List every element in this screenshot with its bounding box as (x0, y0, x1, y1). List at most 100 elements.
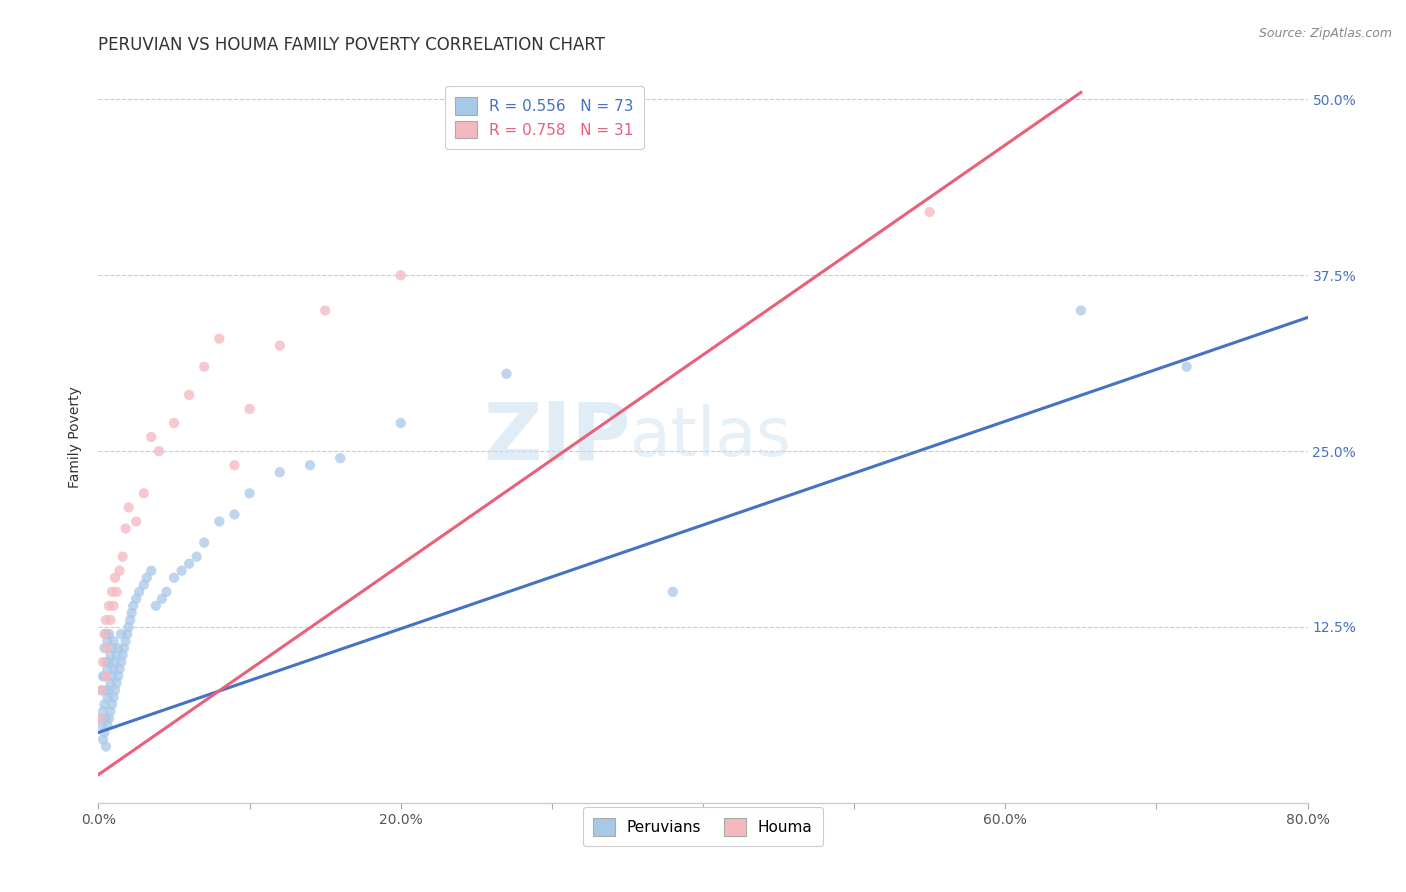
Point (132, 578, 155, 592)
Point (104, 655, 127, 669)
Point (661, 584, 683, 599)
Point (94, 683, 117, 698)
Point (93, 698, 115, 712)
Point (120, 613, 142, 627)
Point (96, 634, 118, 648)
Point (91, 655, 114, 669)
Point (105, 584, 128, 599)
Point (93, 627, 115, 641)
Point (96, 641, 118, 656)
Point (121, 606, 143, 620)
Point (98, 655, 121, 669)
Point (239, 401, 262, 416)
Point (208, 332, 231, 346)
Point (150, 591, 173, 606)
Point (179, 557, 201, 571)
Point (98, 711, 121, 725)
Point (103, 599, 125, 613)
Point (170, 564, 193, 578)
Point (91, 705, 114, 719)
Point (94, 669, 117, 683)
Point (98, 599, 121, 613)
Point (163, 571, 186, 585)
Point (110, 627, 132, 641)
Point (155, 584, 177, 599)
Point (141, 430, 163, 444)
Point (108, 564, 131, 578)
Point (1175, 359, 1198, 374)
Point (103, 662, 125, 676)
Point (100, 705, 122, 719)
Point (110, 655, 132, 669)
Point (118, 500, 141, 515)
Point (94, 627, 117, 641)
Point (104, 683, 127, 698)
Point (239, 486, 262, 500)
Point (107, 641, 129, 656)
Point (100, 648, 122, 662)
Point (94, 739, 117, 754)
Point (112, 641, 135, 656)
Point (125, 515, 148, 529)
Point (94, 655, 117, 669)
Point (193, 535, 215, 549)
Point (111, 549, 134, 564)
Point (193, 359, 215, 374)
Point (495, 367, 517, 381)
Point (107, 669, 129, 683)
Point (1070, 303, 1092, 318)
Point (104, 571, 127, 585)
Text: ZIP: ZIP (484, 398, 630, 476)
Point (98, 627, 121, 641)
Point (125, 591, 148, 606)
Point (101, 669, 124, 683)
Point (118, 620, 141, 634)
Point (103, 690, 125, 705)
Point (269, 465, 291, 479)
Point (93, 641, 115, 656)
Point (135, 571, 157, 585)
Point (105, 648, 128, 662)
Point (91, 732, 114, 747)
Point (90, 683, 112, 698)
Point (96, 690, 118, 705)
Point (100, 676, 122, 690)
Point (122, 599, 145, 613)
Legend: Peruvians, Houma: Peruvians, Houma (582, 807, 824, 847)
Point (208, 515, 231, 529)
Point (96, 662, 118, 676)
Point (89, 711, 111, 725)
Point (101, 698, 124, 712)
Point (94, 711, 117, 725)
Point (96, 718, 118, 732)
Y-axis label: Family Poverty: Family Poverty (69, 386, 83, 488)
Point (103, 634, 125, 648)
Point (132, 486, 155, 500)
Point (105, 676, 128, 690)
Point (94, 613, 117, 627)
Point (141, 564, 163, 578)
Text: PERUVIAN VS HOUMA FAMILY POVERTY CORRELATION CHART: PERUVIAN VS HOUMA FAMILY POVERTY CORRELA… (98, 36, 606, 54)
Point (314, 303, 336, 318)
Point (299, 458, 322, 473)
Text: Source: ZipAtlas.com: Source: ZipAtlas.com (1258, 27, 1392, 40)
Point (90, 718, 112, 732)
Point (89, 711, 111, 725)
Point (114, 634, 136, 648)
Point (93, 725, 115, 739)
Point (115, 627, 138, 641)
Text: atlas: atlas (630, 404, 792, 470)
Point (100, 613, 122, 627)
Point (918, 205, 941, 219)
Point (179, 388, 201, 402)
Point (90, 683, 112, 698)
Point (163, 416, 186, 430)
Point (389, 268, 412, 283)
Point (111, 648, 134, 662)
Point (101, 584, 124, 599)
Point (91, 669, 114, 683)
Point (224, 458, 246, 473)
Point (329, 451, 352, 466)
Point (98, 683, 121, 698)
Point (145, 599, 167, 613)
